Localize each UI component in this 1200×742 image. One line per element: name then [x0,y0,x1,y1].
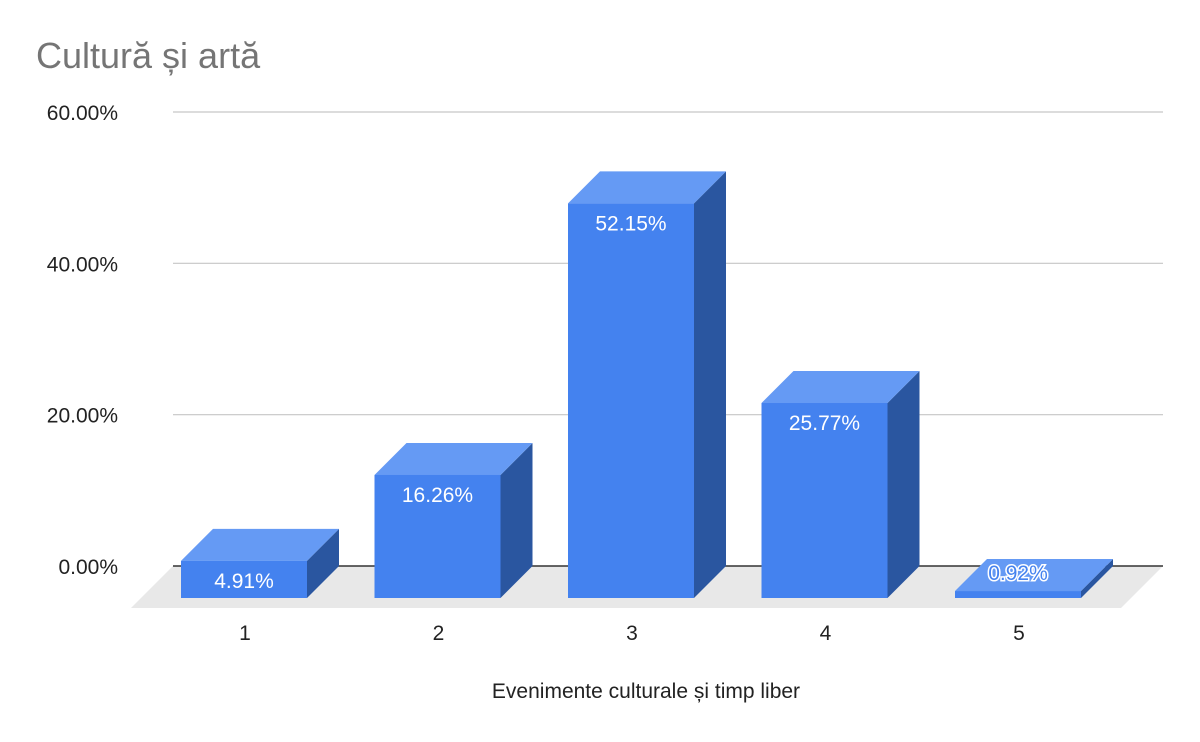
bar-side [887,371,920,598]
y-axis-tick-layer: 0.00% 20.00% 40.00% 60.00% [47,102,118,579]
x-tick-label: 3 [626,622,638,645]
y-tick-label: 40.00% [47,253,118,276]
y-tick-label: 0.00% [58,556,118,579]
x-tick-label: 2 [433,622,445,645]
bar-top [181,528,339,561]
chart-title: Cultură și artă [36,35,261,76]
data-label: 4.91% [214,570,274,593]
x-tick-label: 4 [820,622,832,645]
bar-top [761,371,920,404]
y-tick-label: 60.00% [47,102,118,125]
bar-side [307,528,339,598]
bar-side [500,442,533,598]
bar-layer: 4.91% 16.26% 52.15% 25.77% 0.92% [181,171,1113,599]
bar [955,591,1081,598]
bar [181,560,307,598]
bar [568,203,694,599]
data-label: 0.92% [988,562,1048,585]
x-axis-title: Evenimente culturale și timp liber [492,680,800,703]
y-tick-label: 20.00% [47,405,118,428]
bar-side [694,171,726,599]
data-label: 52.15% [595,212,666,235]
bar-top [374,442,533,475]
x-axis-tick-layer: 1 2 3 4 5 [239,622,1025,645]
bar-top [568,171,726,204]
bar-side [1081,559,1113,598]
bar-group: 4.91% [181,528,339,598]
x-tick-label: 1 [239,622,251,645]
bar-top [955,559,1113,592]
bar-group: 16.26% [374,442,533,598]
bar [761,403,888,598]
bar [374,474,501,598]
bar-group: 0.92% [955,559,1113,598]
bar-group: 52.15% [568,171,726,599]
bar-group: 25.77% [761,371,920,598]
data-label: 16.26% [402,484,473,507]
data-label: 25.77% [789,412,860,435]
x-tick-label: 5 [1013,622,1025,645]
